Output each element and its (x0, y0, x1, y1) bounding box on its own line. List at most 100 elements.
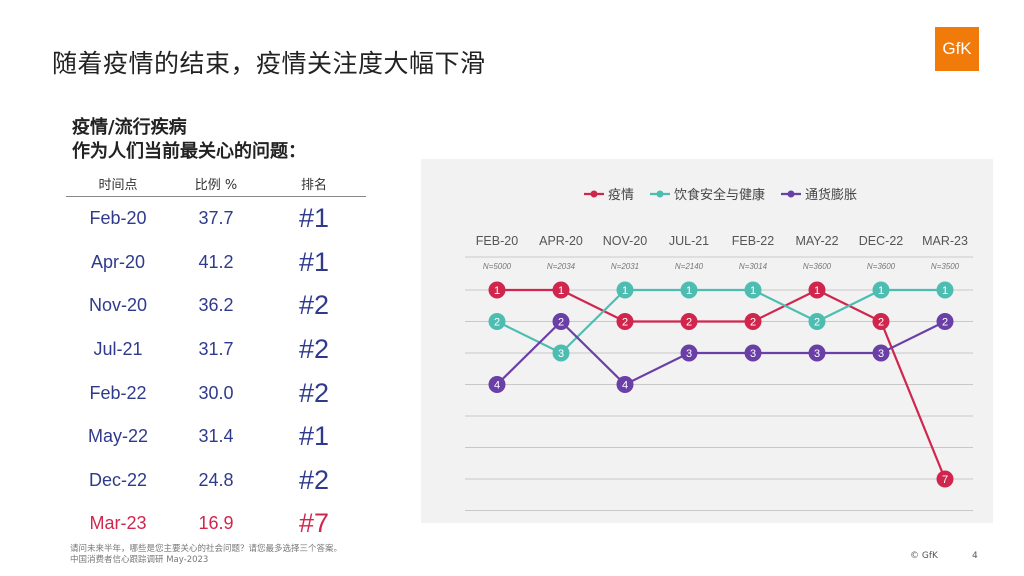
data-label: 1 (494, 285, 500, 297)
sample-size-label: N=3600 (867, 262, 896, 271)
data-point (488, 313, 506, 330)
row-period: Mar-23 (89, 513, 147, 534)
table-row: Apr-20 41.2 #1 (66, 241, 366, 285)
footnote: 请问未来半年，哪些是您主要关心的社会问题？请您最多选择三个答案。 中国消费者信心… (70, 544, 342, 566)
legend-swatch-dot (590, 190, 598, 198)
rank-chart-panel: FEB-20 N=5000 APR-20 N=2034 NOV-20 N=2031 JUL-… (421, 159, 993, 523)
data-point (744, 313, 762, 330)
data-label: 3 (878, 348, 884, 360)
row-rank: #2 (298, 334, 330, 365)
data-point (616, 281, 634, 299)
header-percent: 比例 % (194, 177, 238, 193)
data-label: 7 (942, 474, 948, 486)
row-period: Feb-20 (89, 208, 147, 229)
data-label: 2 (494, 317, 500, 329)
data-point (808, 281, 826, 299)
subtitle-line-1: 疫情/流行疾病 (72, 117, 187, 138)
data-label: 1 (814, 285, 820, 297)
data-label: 1 (622, 285, 628, 297)
row-period: May-22 (87, 426, 149, 447)
legend-label: 疫情 (608, 187, 634, 202)
data-label: 2 (878, 317, 884, 329)
legend-label: 通货膨胀 (805, 187, 857, 202)
footnote-question: 请问未来半年，哪些是您主要关心的社会问题？请您最多选择三个答案。 (70, 544, 343, 554)
table-row: Nov-20 36.2 #2 (66, 284, 366, 328)
sample-size-label: N=2034 (547, 262, 576, 271)
data-point (616, 376, 634, 393)
x-tick-label: FEB-20 (476, 234, 518, 248)
row-percent: 41.2 (198, 251, 234, 272)
sample-size-label: N=2031 (611, 262, 639, 271)
copyright: © GfK (910, 551, 938, 561)
series-line (496, 288, 945, 355)
data-label: 2 (622, 317, 628, 329)
row-rank: #7 (298, 508, 330, 539)
data-label: 2 (686, 317, 692, 329)
header-period: 时间点 (98, 177, 138, 193)
row-percent: 30.0 (198, 382, 234, 403)
data-point (552, 344, 570, 362)
page-number: 4 (972, 551, 978, 561)
legend-label: 饮食安全与健康 (674, 187, 765, 202)
x-tick-label: NOV-20 (603, 234, 648, 248)
data-label: 3 (558, 348, 564, 360)
sample-size-label: N=3600 (803, 262, 832, 271)
table-row: Feb-22 30.0 #2 (66, 371, 366, 415)
data-label: 1 (558, 285, 564, 297)
row-rank: #2 (298, 377, 330, 408)
table-row: May-22 31.4 #1 (66, 415, 366, 459)
legend-swatch-dot (787, 190, 795, 198)
row-percent: 31.4 (198, 426, 234, 447)
row-period: Nov-20 (88, 295, 148, 316)
sample-size-label: N=2140 (675, 262, 704, 271)
data-point (872, 313, 890, 330)
x-tick-label: FEB-22 (732, 234, 774, 248)
data-point (488, 281, 506, 299)
data-point (680, 313, 698, 330)
data-point (808, 344, 826, 362)
row-period: Apr-20 (90, 251, 146, 272)
table-row-highlight: Mar-23 16.9 #7 (66, 502, 366, 546)
data-point (552, 281, 570, 299)
page-title: 随着疫情的结束，疫情关注度大幅下滑 (52, 49, 486, 78)
data-point (680, 281, 698, 299)
table-row: Jul-21 31.7 #2 (66, 328, 366, 372)
data-label: 2 (750, 317, 756, 329)
data-point (744, 344, 762, 362)
rank-line-chart: FEB-20 N=5000 APR-20 N=2034 NOV-20 N=2031 JUL-… (465, 187, 973, 511)
series-line (496, 320, 946, 386)
row-percent: 36.2 (198, 295, 234, 316)
legend-swatch-dot (656, 190, 664, 198)
data-label: 3 (750, 348, 756, 360)
row-percent: 16.9 (198, 513, 234, 534)
x-tick-label: APR-20 (539, 234, 583, 248)
data-point (552, 313, 570, 330)
row-period: Feb-22 (89, 382, 147, 403)
row-percent: 24.8 (198, 469, 234, 490)
table-header: 时间点 比例 % 排名 (66, 170, 366, 197)
data-label: 1 (878, 285, 884, 297)
row-period: Jul-21 (93, 339, 143, 360)
data-label: 3 (814, 348, 820, 360)
data-point (488, 376, 506, 393)
data-point (616, 313, 634, 330)
data-label: 2 (558, 317, 564, 329)
row-period: Dec-22 (88, 469, 148, 490)
row-rank: #1 (298, 246, 330, 277)
header-rank: 排名 (300, 177, 327, 193)
data-label: 3 (686, 348, 692, 360)
data-point (872, 344, 890, 362)
data-label: 2 (814, 317, 820, 329)
data-label: 1 (750, 285, 756, 297)
data-point (936, 281, 954, 299)
x-tick-label: JUL-21 (669, 234, 709, 248)
table-subtitle: 疫情/流行疾病 作为人们当前最关心的问题： (72, 116, 306, 164)
row-rank: #1 (298, 421, 330, 452)
row-rank: #2 (298, 290, 330, 321)
data-label: 4 (494, 380, 500, 392)
x-tick-label: DEC-22 (859, 234, 904, 248)
series-line (497, 288, 947, 480)
subtitle-line-2: 作为人们当前最关心的问题： (72, 141, 306, 162)
row-percent: 31.7 (198, 339, 234, 360)
data-point (936, 313, 954, 330)
